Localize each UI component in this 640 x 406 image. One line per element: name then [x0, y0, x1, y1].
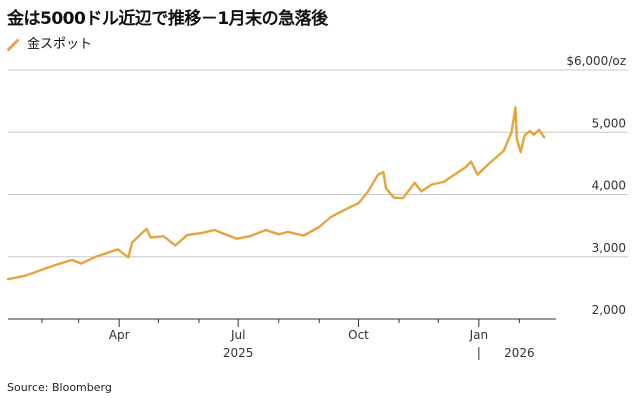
y-tick-label: $6,000/oz	[566, 54, 626, 68]
legend-line-icon	[7, 36, 19, 51]
x-tick-label: Jan	[469, 328, 489, 342]
x-tick-label: Jul	[230, 328, 245, 342]
year-label: 2026	[504, 346, 535, 360]
y-tick-label: 3,000	[592, 241, 626, 255]
series-line	[6, 106, 546, 281]
legend: 金スポット	[7, 33, 93, 52]
legend-label: 金スポット	[27, 36, 93, 52]
year-label: 2025	[223, 346, 254, 360]
x-tick-label: Oct	[348, 328, 369, 342]
x-tick-label: Apr	[109, 328, 130, 342]
y-tick-label: 5,000	[592, 116, 626, 130]
chart-title: 金は5000ドル近辺で推移－1月末の急落後	[7, 9, 328, 29]
y-tick-label: 2,000	[592, 303, 626, 317]
y-tick-label: 4,000	[592, 179, 626, 193]
source-note: Source: Bloomberg	[7, 381, 112, 394]
